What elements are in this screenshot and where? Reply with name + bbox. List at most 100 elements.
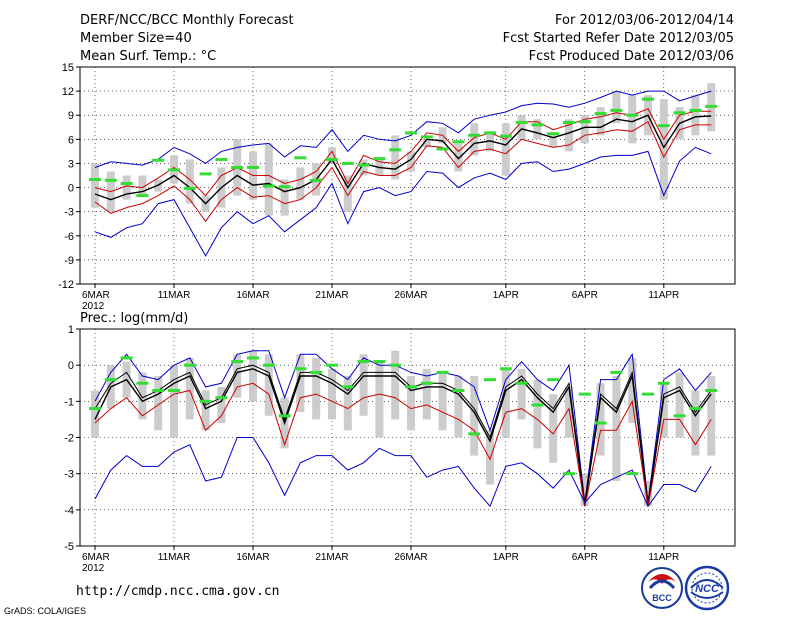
member-spread-box xyxy=(138,372,147,420)
member-spread-box xyxy=(91,390,99,438)
median-marker xyxy=(231,360,244,364)
x-tick-label: 6MAR xyxy=(82,290,110,301)
member-spread-box xyxy=(549,394,558,463)
member-spread-box xyxy=(154,376,163,431)
median-marker xyxy=(452,388,465,392)
forecast-period-label: For 2012/03/06-2012/04/14 xyxy=(555,13,734,28)
x-tick-year-label: 2012 xyxy=(82,563,105,574)
median-marker xyxy=(199,172,212,176)
median-marker xyxy=(626,472,639,476)
member-spread-box xyxy=(565,386,573,438)
median-marker xyxy=(262,363,275,367)
member-spread-box xyxy=(580,473,589,507)
median-marker xyxy=(294,156,307,160)
series-line-min xyxy=(94,437,712,508)
median-marker xyxy=(120,356,133,360)
median-marker xyxy=(247,356,259,360)
median-marker xyxy=(262,184,275,188)
median-marker xyxy=(405,131,417,135)
median-marker xyxy=(326,363,338,367)
median-marker xyxy=(468,432,481,436)
member-spread-box xyxy=(296,354,305,413)
median-marker xyxy=(420,135,433,139)
median-marker xyxy=(657,381,670,385)
series-line-lower xyxy=(94,382,712,507)
x-tick-label: 16MAR xyxy=(236,552,269,563)
median-marker xyxy=(389,363,402,367)
x-tick-label: 6APR xyxy=(572,290,598,301)
series-line-max xyxy=(94,350,712,503)
series-line-upper xyxy=(94,364,712,503)
median-marker xyxy=(231,165,244,169)
member-spread-box xyxy=(596,383,605,456)
member-spread-box xyxy=(580,115,589,144)
median-marker xyxy=(594,112,607,116)
y-tick-label: 0 xyxy=(68,183,74,195)
member-spread-box xyxy=(249,350,257,402)
y-tick-label: -5 xyxy=(64,541,74,553)
member-spread-box xyxy=(328,147,336,164)
y-tick-label: -1 xyxy=(64,396,74,408)
y-tick-label: -12 xyxy=(58,279,74,291)
median-marker xyxy=(183,363,196,367)
member-spread-box xyxy=(233,354,242,398)
member-spread-box xyxy=(296,167,305,200)
member-spread-box xyxy=(138,175,147,196)
member-spread-box xyxy=(565,119,573,152)
member-spread-box xyxy=(170,365,178,438)
member-spread-box xyxy=(470,376,479,456)
median-marker xyxy=(468,133,481,137)
median-marker xyxy=(326,157,338,161)
y-tick-label: -9 xyxy=(64,255,74,267)
member-spread-box xyxy=(328,368,336,420)
y-tick-label: 12 xyxy=(62,86,74,98)
member-spread-box xyxy=(359,354,368,416)
member-spread-box xyxy=(549,135,558,148)
median-marker xyxy=(89,178,101,182)
member-spread-box xyxy=(185,159,194,204)
median-marker xyxy=(104,178,117,182)
member-spread-box xyxy=(375,361,384,438)
member-spread-box xyxy=(486,430,494,485)
median-marker xyxy=(136,194,149,198)
figure-title: DERF/NCC/BCC Monthly Forecast xyxy=(80,13,294,28)
median-marker xyxy=(452,140,465,144)
ncc-logo: NCC xyxy=(684,565,730,611)
member-spread-box xyxy=(454,376,463,438)
median-marker xyxy=(199,399,212,403)
member-spread-box xyxy=(628,95,637,144)
median-marker xyxy=(673,414,686,418)
median-marker xyxy=(499,134,512,138)
median-marker xyxy=(215,396,228,400)
y-tick-label: -3 xyxy=(64,469,74,481)
median-marker xyxy=(294,367,307,371)
median-marker xyxy=(152,388,165,392)
member-spread-box xyxy=(691,390,700,456)
member-spread-box xyxy=(517,115,526,140)
x-tick-label: 6MAR xyxy=(82,552,110,563)
median-marker xyxy=(547,132,560,136)
member-spread-box xyxy=(454,143,463,172)
median-marker xyxy=(215,157,228,161)
x-tick-label: 26MAR xyxy=(394,290,427,301)
source-url-link[interactable]: http://cmdp.ncc.cma.gov.cn xyxy=(76,584,280,599)
member-spread-box xyxy=(659,99,668,200)
median-marker xyxy=(152,158,165,162)
x-tick-label: 11MAR xyxy=(158,290,191,301)
member-spread-box xyxy=(612,91,621,124)
series-line-mean xyxy=(94,114,712,205)
member-spread-box xyxy=(343,175,352,212)
y-tick-label: 9 xyxy=(68,110,74,122)
median-marker xyxy=(278,414,291,418)
x-tick-label: 11MAR xyxy=(158,552,191,563)
precipitation-panel-title: Prec.: log(mm/d) xyxy=(80,311,188,326)
member-spread-box xyxy=(407,376,415,431)
member-spread-box xyxy=(707,376,716,456)
median-marker xyxy=(436,370,449,374)
median-marker xyxy=(357,163,370,167)
median-marker xyxy=(578,392,591,396)
member-spread-box xyxy=(533,119,542,140)
x-tick-label: 1APR xyxy=(493,552,519,563)
median-marker xyxy=(563,120,575,124)
